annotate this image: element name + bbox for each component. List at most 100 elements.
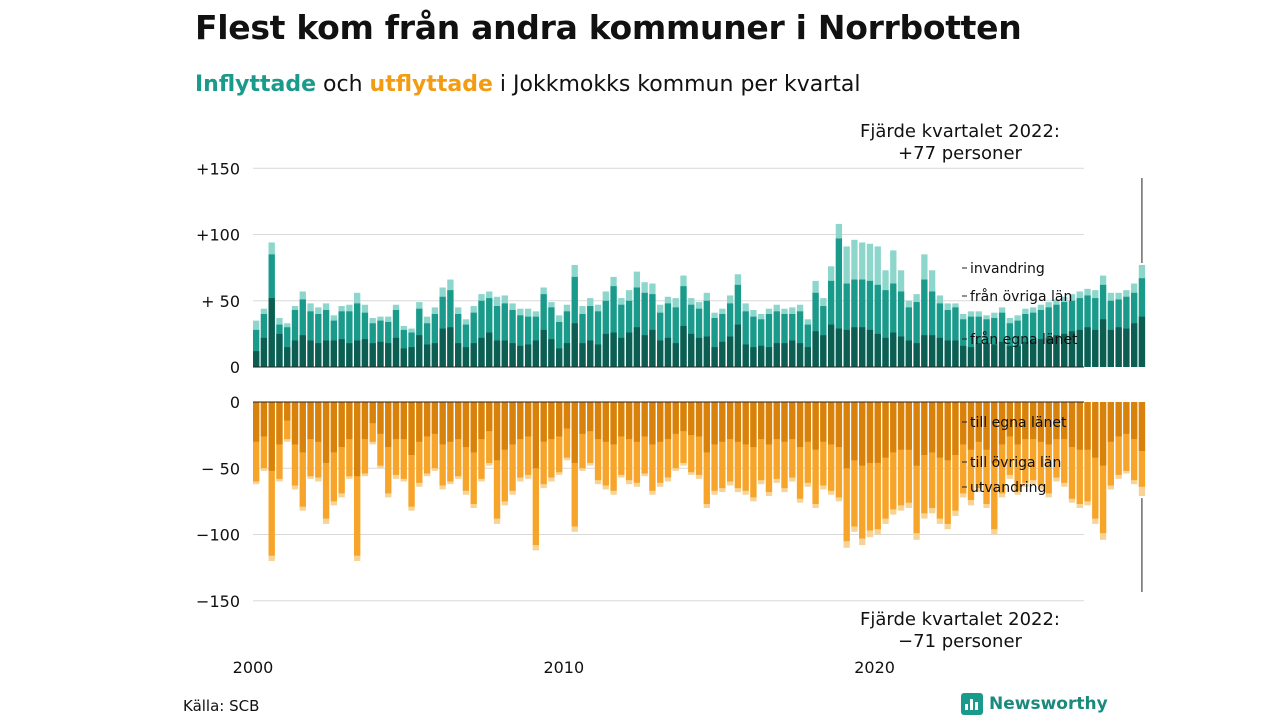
inflow-bar-ovriga — [765, 314, 773, 367]
outflow-bar-ovriga — [827, 402, 835, 491]
inflow-bar-egna — [633, 327, 641, 367]
outflow-bar-egna — [462, 402, 470, 448]
inflow-bar-egna — [726, 336, 734, 367]
outflow-bar-egna — [874, 402, 881, 463]
outflow-bar-ovriga — [1022, 402, 1029, 483]
inflow-bar-egna — [392, 337, 400, 367]
inflow-bar-egna — [532, 340, 540, 367]
outflow-bar-egna — [913, 402, 920, 466]
outflow-callout-line1: Fjärde kvartalet 2022: — [860, 609, 1060, 630]
outflow-bar-egna — [820, 402, 827, 442]
outflow-bar-ovriga — [719, 402, 726, 489]
inflow-bar-egna — [843, 329, 850, 367]
inflow-bar-egna — [361, 339, 369, 367]
inflow-y-tick: + 50 — [201, 292, 240, 311]
inflow-bar-egna — [765, 347, 773, 367]
outflow-bar-egna — [695, 402, 703, 437]
inflow-bar-ovriga — [641, 292, 648, 367]
inflow-bar-egna — [897, 336, 905, 367]
outflow-bar-egna — [470, 402, 477, 453]
inflow-bar-egna — [276, 333, 283, 367]
inflow-callout-line1: Fjärde kvartalet 2022: — [860, 121, 1060, 142]
inflow-bar-egna — [1099, 319, 1107, 367]
inflow-bar-egna — [835, 328, 843, 367]
inflow-bar-ovriga — [843, 283, 850, 367]
inflow-bar-ovriga — [657, 312, 664, 367]
inflow-bar-ovriga — [890, 283, 897, 367]
inflow-bar-egna — [719, 341, 726, 367]
inflow-bar-egna — [789, 340, 796, 367]
inflow-bar-ovriga — [571, 276, 578, 367]
outflow-bar-ovriga — [1084, 402, 1091, 502]
outflow-bar-ovriga — [734, 402, 742, 489]
inflow-bar-egna — [944, 340, 951, 367]
x-tick: 2010 — [543, 658, 584, 677]
inflow-bar-egna — [291, 340, 299, 367]
inflow-bar-ovriga — [548, 307, 555, 367]
subtitle-rest: i Jokkmokks kommun per kvartal — [499, 72, 861, 97]
outflow-bar-ovriga — [866, 402, 874, 531]
inflow-bar-egna — [1092, 329, 1099, 367]
outflow-bar-ovriga — [602, 402, 609, 486]
inflow-bar-egna — [688, 333, 695, 367]
inflow-bar-egna — [486, 332, 493, 367]
inflow-bar-egna — [610, 332, 617, 367]
inflow-bar-egna — [905, 340, 912, 367]
inflow-bar-egna — [524, 344, 532, 367]
outflow-bar-ovriga — [338, 402, 345, 494]
outflow-bar-egna — [1107, 402, 1114, 442]
outflow-bar-egna — [1131, 402, 1138, 440]
outflow-bar-egna — [1037, 402, 1045, 442]
outflow-bar-egna — [991, 402, 998, 463]
inflow-bar-egna — [470, 343, 477, 367]
inflow-bar-egna — [322, 340, 330, 367]
inflow-bar-ovriga — [587, 306, 594, 367]
outflow-bar-egna — [1115, 402, 1122, 437]
inflow-bar-egna — [548, 339, 555, 367]
series-label-in-egna: från egna länet — [970, 331, 1078, 348]
outflow-bar-egna — [1099, 402, 1107, 466]
inflow-bar-ovriga — [827, 280, 835, 367]
inflow-bar-egna — [890, 332, 897, 367]
outflow-bar-ovriga — [641, 402, 648, 474]
outflow-bar-egna — [967, 402, 975, 450]
outflow-bar-egna — [594, 402, 602, 440]
outflow-bar-egna — [882, 402, 889, 458]
inflow-bar-egna — [299, 335, 306, 367]
outflow-bar-egna — [625, 402, 633, 440]
inflow-y-tick: +150 — [196, 159, 240, 178]
outflow-bar-ovriga — [517, 402, 524, 478]
outflow-bar-ovriga — [742, 402, 749, 491]
outflow-bar-ovriga — [571, 402, 578, 527]
inflow-bar-egna — [625, 332, 633, 367]
newsworthy-logo: Newsworthy — [961, 693, 1108, 715]
x-tick: 2000 — [233, 658, 274, 677]
inflow-bar-egna — [773, 343, 780, 367]
outflow-callout-line2: −71 personer — [898, 631, 1022, 652]
inflow-bar-ovriga — [470, 312, 477, 367]
inflow-bar-egna — [330, 340, 337, 367]
outflow-bar-ovriga — [789, 402, 796, 478]
inflow-bar-ovriga — [905, 307, 912, 367]
inflow-bar-ovriga — [711, 317, 718, 367]
outflow-bar-egna — [276, 402, 283, 445]
outflow-bar-ovriga — [1107, 402, 1114, 486]
series-label-out-ovriga: till övriga län — [970, 455, 1061, 471]
inflow-bar-ovriga — [921, 279, 928, 367]
inflow-bar-ovriga — [773, 311, 780, 367]
inflow-bar-egna — [641, 335, 648, 367]
inflow-bar-egna — [1131, 323, 1138, 367]
outflow-bar-egna — [773, 402, 780, 440]
outflow-bar-ovriga — [967, 402, 975, 501]
outflow-bar-egna — [633, 402, 641, 442]
outflow-bar-ovriga — [936, 402, 944, 519]
outflow-bar-egna — [377, 402, 384, 434]
inflow-bar-egna — [439, 328, 446, 367]
outflow-bar-ovriga — [1061, 402, 1068, 483]
outflow-bar-egna — [734, 402, 742, 442]
inflow-bar-egna — [1053, 335, 1060, 367]
outflow-bar-ovriga — [657, 402, 664, 483]
inflow-y-tick: 0 — [230, 358, 240, 377]
outflow-bar-egna — [260, 402, 268, 437]
